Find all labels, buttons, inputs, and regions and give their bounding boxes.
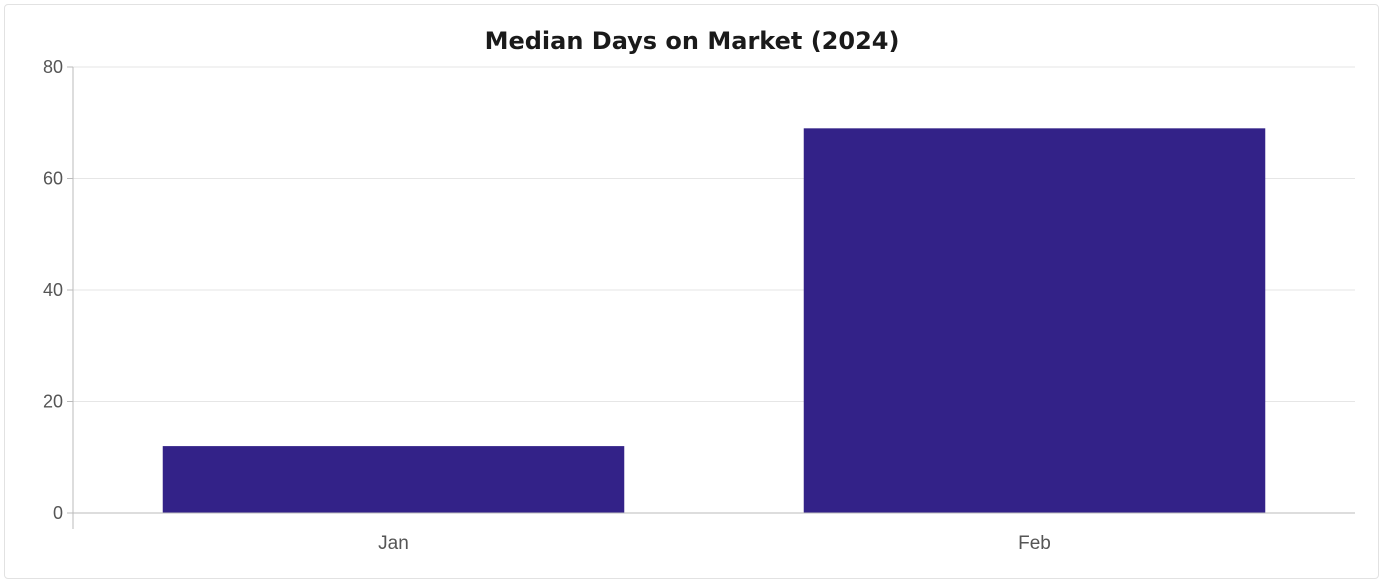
y-tick-label: 80 [43,57,63,77]
y-tick-label: 0 [53,503,63,523]
bars [162,128,1266,513]
x-category-label: Jan [378,533,409,554]
y-tick-label: 40 [43,280,63,300]
bar-jan [162,446,625,513]
x-axis: Jan Feb [73,512,1355,554]
y-tick-label: 60 [43,169,63,189]
y-axis: 0 20 40 60 80 [43,57,74,529]
x-category-label: Feb [1018,533,1051,554]
chart-title: Median Days on Market (2024) [485,27,900,55]
bar-feb [803,128,1266,513]
y-tick-label: 20 [43,392,63,412]
